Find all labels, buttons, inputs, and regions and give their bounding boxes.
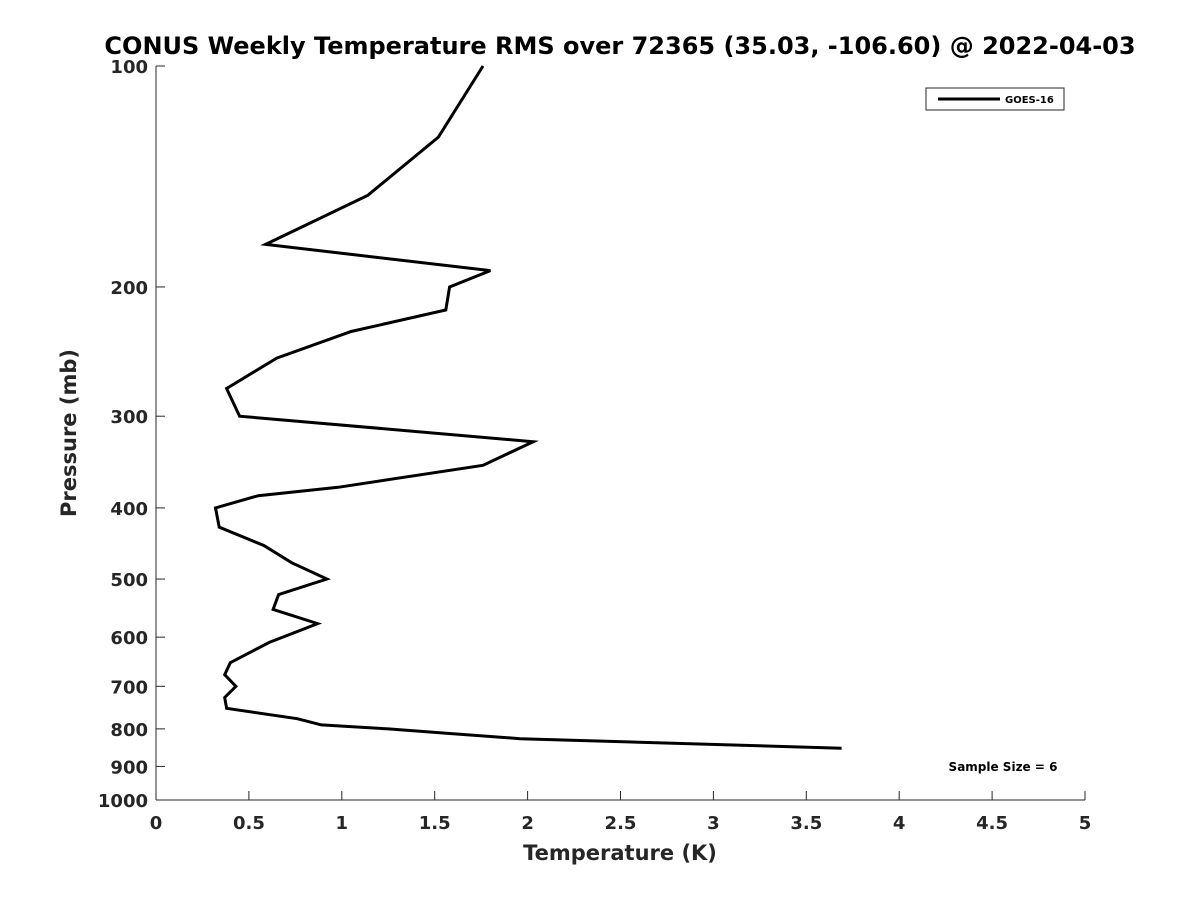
x-tick-label: 2.5 xyxy=(605,813,637,834)
axes xyxy=(155,66,1085,801)
sample-size-annotation: Sample Size = 6 xyxy=(949,760,1058,774)
y-tick-label: 900 xyxy=(110,757,148,778)
x-tick-label: 3.5 xyxy=(790,813,822,834)
x-tick-label: 3 xyxy=(707,813,720,834)
chart-title: CONUS Weekly Temperature RMS over 72365 … xyxy=(104,32,1135,60)
legend: GOES-16 xyxy=(925,87,1065,111)
y-tick-label: 400 xyxy=(110,499,148,520)
series-layer xyxy=(213,65,842,750)
y-tick-label: 300 xyxy=(110,407,148,428)
y-tick-label: 200 xyxy=(110,278,148,299)
x-tick-label: 2 xyxy=(521,813,534,834)
y-tick-label: 800 xyxy=(110,720,148,741)
x-tick-label: 5 xyxy=(1079,813,1092,834)
x-tick-label: 0 xyxy=(150,813,163,834)
x-tick-label: 1 xyxy=(336,813,349,834)
y-axis-label: Pressure (mb) xyxy=(57,349,81,517)
y-axis-ticks: 100 200 300 400 500 600 700 800 900 1000 xyxy=(98,57,165,812)
y-tick-label: 700 xyxy=(110,677,148,698)
x-tick-label: 4 xyxy=(893,813,906,834)
x-axis-label: Temperature (K) xyxy=(523,841,717,865)
x-axis-ticks: 0 0.5 1 1.5 2 2.5 3 3.5 4 4.5 5 xyxy=(150,791,1092,834)
x-tick-label: 1.5 xyxy=(419,813,451,834)
legend-label: GOES-16 xyxy=(1005,95,1054,106)
series-line-goes-16 xyxy=(213,65,842,750)
y-tick-label: 600 xyxy=(110,628,148,649)
y-tick-label: 1000 xyxy=(98,791,148,812)
y-tick-label: 500 xyxy=(110,570,148,591)
x-tick-label: 0.5 xyxy=(233,813,265,834)
x-tick-label: 4.5 xyxy=(976,813,1008,834)
y-tick-label: 100 xyxy=(110,57,148,78)
